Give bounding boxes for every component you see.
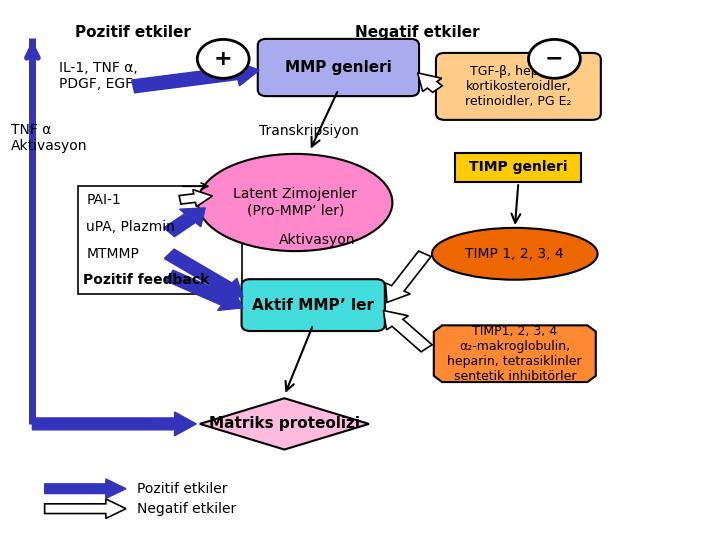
- Text: Negatif etkiler: Negatif etkiler: [355, 25, 480, 40]
- Text: Matriks proteolizi: Matriks proteolizi: [209, 416, 360, 431]
- Text: TNF α
Aktivasyon: TNF α Aktivasyon: [11, 123, 87, 153]
- Text: Pozitif etkiler: Pozitif etkiler: [76, 25, 191, 40]
- Text: MTMMP: MTMMP: [86, 247, 139, 261]
- Text: +: +: [214, 49, 233, 69]
- Text: Aktivasyon: Aktivasyon: [279, 233, 355, 247]
- FancyArrow shape: [383, 310, 432, 352]
- FancyArrow shape: [32, 412, 196, 436]
- Text: TIMP 1, 2, 3, 4: TIMP 1, 2, 3, 4: [466, 247, 564, 261]
- FancyArrow shape: [45, 499, 126, 518]
- Text: Pozitif feedback: Pozitif feedback: [83, 273, 209, 287]
- FancyArrow shape: [418, 73, 442, 92]
- FancyArrow shape: [385, 251, 431, 302]
- FancyArrow shape: [164, 249, 243, 297]
- Text: Aktif MMP’ ler: Aktif MMP’ ler: [252, 298, 374, 313]
- Bar: [78, 186, 242, 294]
- Text: Pozitif etkiler: Pozitif etkiler: [137, 482, 228, 496]
- FancyArrow shape: [45, 479, 126, 498]
- Text: Transkripsiyon: Transkripsiyon: [259, 124, 359, 138]
- Circle shape: [528, 39, 580, 78]
- FancyArrow shape: [132, 60, 259, 93]
- Ellipse shape: [432, 228, 598, 280]
- Text: uPA, Plazmin: uPA, Plazmin: [86, 220, 175, 234]
- Polygon shape: [433, 325, 596, 382]
- Text: PAI-1: PAI-1: [86, 193, 121, 207]
- FancyBboxPatch shape: [436, 53, 600, 120]
- Text: TGF-β, heparin,
kortikosteroidler,
retinoidler, PG E₂: TGF-β, heparin, kortikosteroidler, retin…: [465, 65, 572, 108]
- Circle shape: [197, 39, 249, 78]
- Text: Latent Zimojenler
(Pro-MMP’ ler): Latent Zimojenler (Pro-MMP’ ler): [233, 187, 357, 218]
- FancyArrow shape: [164, 208, 205, 237]
- Polygon shape: [200, 399, 369, 449]
- FancyBboxPatch shape: [258, 39, 419, 96]
- Text: TIMP1, 2, 3, 4
α₂-makroglobulin,
heparin, tetrasiklinler
sentetik inhibitörler: TIMP1, 2, 3, 4 α₂-makroglobulin, heparin…: [448, 325, 582, 383]
- FancyArrow shape: [179, 190, 212, 207]
- Bar: [455, 152, 582, 183]
- Text: TIMP genleri: TIMP genleri: [469, 160, 567, 174]
- Text: Negatif etkiler: Negatif etkiler: [137, 502, 236, 516]
- Ellipse shape: [198, 154, 392, 251]
- Text: IL-1, TNF α,
PDGF, EGF: IL-1, TNF α, PDGF, EGF: [59, 60, 138, 91]
- Text: −: −: [545, 49, 564, 69]
- FancyBboxPatch shape: [242, 279, 384, 331]
- Text: MMP genleri: MMP genleri: [285, 60, 392, 75]
- FancyArrow shape: [165, 271, 243, 310]
